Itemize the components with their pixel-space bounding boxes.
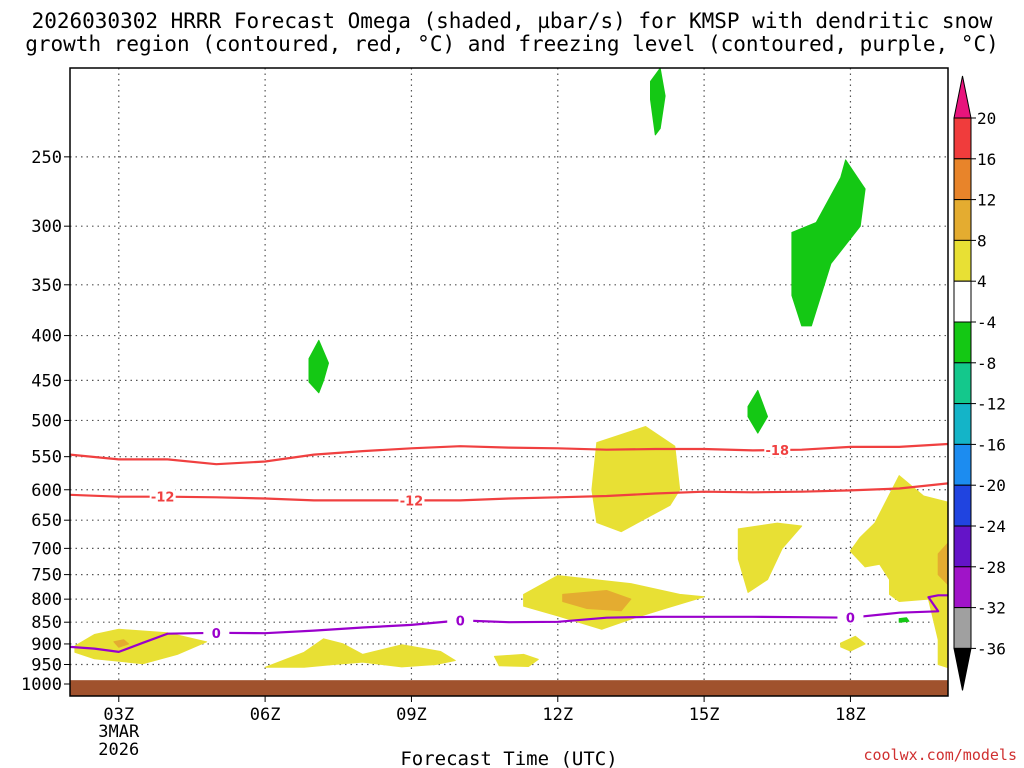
y-tick-label: 300 [31, 217, 62, 237]
colorbar-label: 8 [977, 231, 987, 250]
omega-region [591, 426, 681, 533]
y-tick-label: 950 [31, 655, 62, 675]
colorbar-bottom-arrow [953, 647, 972, 691]
x-tick-label: 03Z [103, 705, 134, 725]
x-tick-label: 09Z [396, 705, 427, 725]
omega-region [849, 475, 948, 669]
y-tick-label: 450 [31, 371, 62, 391]
y-tick-label: 550 [31, 448, 62, 468]
credit-link[interactable]: coolwx.com/models [863, 746, 1017, 764]
plot-frame [69, 67, 949, 697]
y-tick-label: 400 [31, 327, 62, 347]
colorbar-bin [953, 239, 972, 282]
omega-region [747, 389, 768, 434]
y-tick-label: 750 [31, 566, 62, 586]
omega-region [737, 522, 803, 593]
y-tick-label: 650 [31, 511, 62, 531]
contour-label: -12 [151, 491, 175, 506]
contour-label: 0 [846, 612, 855, 627]
colorbar-bin [953, 443, 972, 486]
y-tick-label: 1000 [21, 675, 62, 695]
contour-label: 0 [212, 627, 221, 642]
contour-label-bg [149, 488, 176, 504]
colorbar-bin [953, 199, 972, 241]
colorbar-label: -32 [977, 599, 1006, 618]
colorbar-top-arrow [953, 75, 972, 119]
colorbar-label: 16 [977, 150, 996, 169]
colorbar-label: -16 [977, 435, 1006, 454]
contour-label-bg [837, 609, 864, 625]
omega-region [264, 638, 456, 668]
date-label-day: 3MAR [98, 722, 140, 742]
colorbar-label: -20 [977, 476, 1006, 495]
colorbar-bin [953, 321, 972, 364]
colorbar-bin [953, 158, 972, 201]
y-tick-label: 500 [31, 411, 62, 431]
ground-terrain [70, 680, 948, 696]
colorbar-label: -24 [977, 517, 1006, 536]
colorbar: 20 16 12 8 4 -4 -8 -12 -16 -20 -24 -28 -32 -36 [953, 75, 1006, 691]
contour-label-bg [203, 624, 230, 640]
contour-lines: -18 -12 0 -12 0 0 [70, 442, 948, 653]
contour-dgz-minus-12 [70, 482, 948, 502]
gridlines [70, 68, 948, 696]
y-axis-labels: 2503003504004505005506006507007508008509… [21, 148, 70, 695]
contour-label-bg [447, 612, 474, 628]
omega-shading [74, 68, 948, 669]
omega-region [113, 639, 129, 648]
omega-region [493, 653, 539, 667]
y-tick-label: 900 [31, 635, 62, 655]
omega-region [74, 628, 208, 665]
y-tick-label: 250 [31, 148, 62, 168]
colorbar-bin [953, 280, 972, 323]
colorbar-label: -36 [977, 639, 1006, 658]
y-tick-label: 600 [31, 481, 62, 501]
colorbar-bin [953, 566, 972, 609]
omega-region [840, 635, 866, 652]
colorbar-bin [953, 484, 972, 527]
x-axis-labels: 03Z 06Z 09Z 12Z 15Z 18Z [103, 696, 866, 725]
colorbar-bin [953, 117, 972, 160]
x-tick-label: 18Z [835, 705, 866, 725]
colorbar-label: 12 [977, 191, 996, 210]
colorbar-bin [953, 403, 972, 445]
y-tick-label: 850 [31, 613, 62, 633]
omega-region [898, 617, 910, 623]
omega-region [562, 590, 632, 612]
contour-label: -12 [400, 494, 424, 509]
colorbar-bin [953, 607, 972, 649]
colorbar-label: -8 [977, 354, 996, 373]
x-tick-label: 15Z [689, 705, 720, 725]
contour-label: 0 [456, 614, 465, 629]
omega-region [791, 159, 866, 327]
colorbar-label: -12 [977, 395, 1006, 414]
x-axis-title: Forecast Time (UTC) [400, 748, 617, 768]
chart-title-line-1: 2026030302 HRRR Forecast Omega (shaded, … [31, 9, 993, 33]
chart-title-line-2: growth region (contoured, red, °C) and f… [25, 32, 999, 56]
y-tick-label: 350 [31, 276, 62, 296]
omega-region [937, 542, 948, 586]
omega-region [308, 339, 329, 394]
colorbar-bin [953, 525, 972, 568]
contour-label-bg [398, 492, 425, 508]
contour-label: -18 [766, 444, 790, 459]
contour-freezing-level [70, 594, 948, 653]
y-tick-label: 700 [31, 539, 62, 559]
contour-label-bg [764, 442, 791, 458]
ground-layer [70, 680, 948, 696]
contour-dgz-minus-18 [70, 442, 948, 466]
colorbar-label: -4 [977, 313, 996, 332]
colorbar-label: -28 [977, 558, 1006, 577]
colorbar-bin [953, 362, 972, 405]
colorbar-label: 4 [977, 272, 987, 291]
colorbar-label: 20 [977, 109, 996, 128]
date-label-year: 2026 [98, 740, 139, 760]
x-tick-label: 12Z [542, 705, 573, 725]
y-tick-label: 800 [31, 590, 62, 610]
x-tick-label: 06Z [250, 705, 281, 725]
plot-background [70, 68, 948, 696]
